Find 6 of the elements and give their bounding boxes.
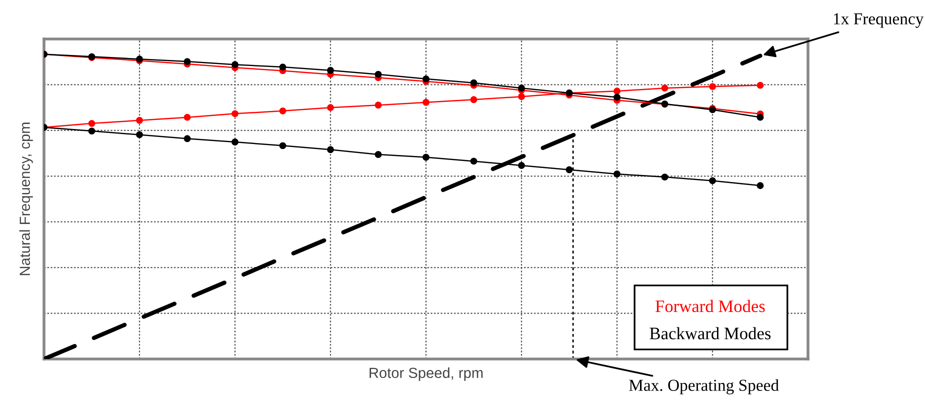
y-axis-title: Natural Frequency, cpm: [19, 122, 33, 276]
text: Backward Modes: [650, 327, 771, 340]
text: Max. Operating Speed: [629, 379, 779, 394]
text: 1x Frequency: [834, 13, 924, 28]
text: Forward Modes: [655, 300, 765, 312]
x-axis-title: Rotor Speed, rpm: [370, 367, 483, 381]
